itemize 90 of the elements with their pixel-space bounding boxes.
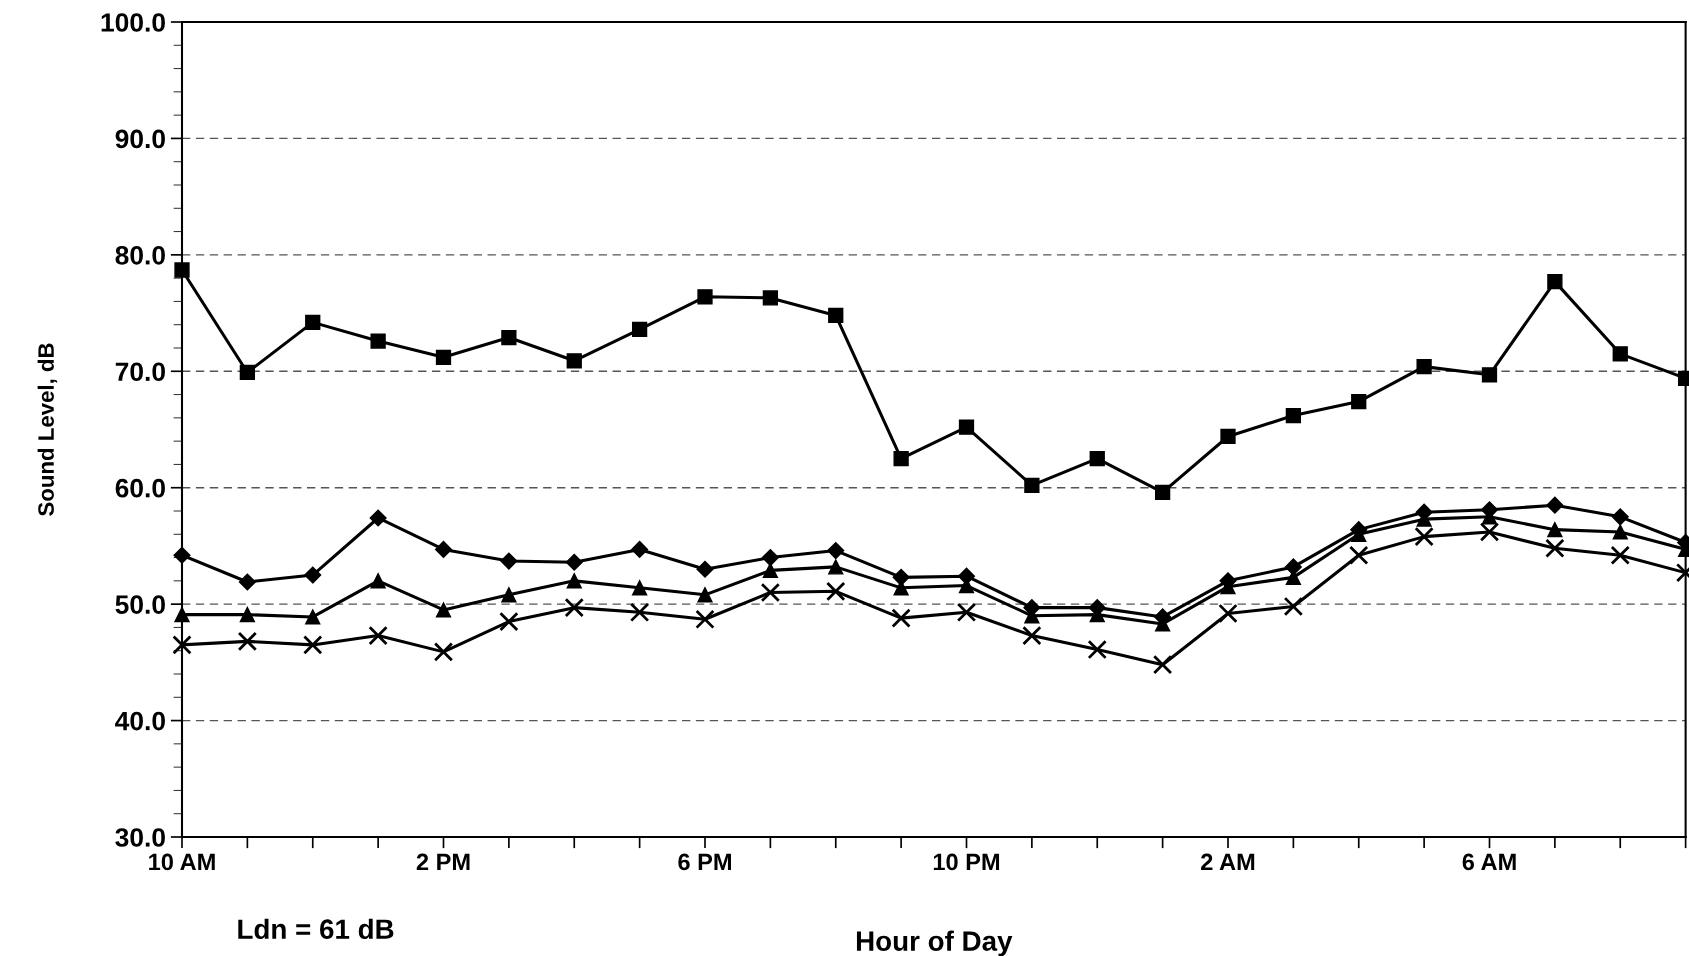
point (1089, 450, 1105, 467)
point (566, 573, 582, 589)
point (1218, 603, 1238, 624)
point (564, 597, 584, 618)
point (1283, 596, 1304, 617)
x-tick-label: 10 PM (933, 853, 1000, 871)
point (1545, 538, 1565, 558)
point (958, 419, 975, 435)
point (174, 606, 190, 623)
x-tick-label: 2 PM (416, 853, 470, 871)
point (1285, 407, 1302, 424)
point (500, 552, 518, 570)
point (433, 642, 454, 662)
point (303, 635, 323, 655)
point (566, 353, 582, 369)
y-tick-label: 80.0 (115, 245, 165, 265)
text: Ldn = 61 dB (238, 918, 394, 940)
point (305, 314, 321, 331)
point (956, 602, 977, 623)
point (696, 560, 714, 578)
point (1284, 558, 1302, 576)
point (305, 609, 321, 625)
point (1612, 346, 1628, 362)
point (828, 559, 844, 575)
point (695, 609, 715, 629)
point (1547, 273, 1563, 290)
y-tick-label: 70.0 (115, 362, 165, 382)
point (1547, 521, 1563, 538)
y-tick-label: 50.0 (115, 595, 165, 614)
point (760, 582, 781, 603)
y-tick-label: 30.0 (115, 828, 165, 847)
point (762, 290, 779, 306)
point (697, 289, 713, 305)
point (501, 587, 517, 603)
point (1612, 524, 1628, 540)
point (1611, 508, 1629, 526)
y-tick-label: 90.0 (115, 129, 165, 149)
point (631, 580, 648, 596)
point (1220, 428, 1236, 445)
x-axis-title: Hour of Day (856, 930, 1013, 956)
point (174, 262, 190, 278)
x-tick-label: 10 AM (149, 853, 215, 871)
point (370, 333, 386, 349)
point (1152, 654, 1173, 675)
point (173, 546, 191, 564)
point (239, 364, 256, 381)
point (304, 566, 322, 584)
point (892, 568, 910, 586)
point (370, 573, 386, 589)
point (1154, 484, 1171, 501)
point (697, 587, 713, 603)
point (1349, 545, 1369, 565)
point (629, 602, 650, 623)
point (828, 307, 844, 324)
point (565, 553, 583, 571)
point (1087, 639, 1107, 660)
point (1416, 358, 1432, 375)
point (1351, 393, 1367, 410)
point (237, 631, 258, 652)
point (435, 349, 452, 365)
point (172, 635, 192, 655)
point (1610, 545, 1630, 565)
point (239, 606, 256, 623)
point (1479, 522, 1500, 542)
point (826, 581, 846, 602)
y-tick-label: 40.0 (115, 711, 165, 731)
point (1481, 367, 1498, 383)
y-axis-title: Sound Level, dB (37, 343, 58, 516)
point (238, 573, 256, 591)
point (1546, 496, 1564, 514)
point (434, 540, 453, 558)
point (631, 540, 649, 558)
point (827, 542, 845, 560)
point (501, 329, 517, 346)
point (1414, 526, 1434, 547)
point (499, 611, 519, 632)
point (631, 321, 648, 338)
point (893, 450, 909, 467)
point (891, 608, 911, 628)
y-tick-label: 100.0 (101, 13, 165, 32)
point (1022, 625, 1042, 646)
point (368, 625, 388, 646)
point (369, 509, 387, 527)
point (761, 549, 779, 567)
point (435, 602, 452, 618)
point (1024, 477, 1040, 494)
x-tick-label: 6 PM (678, 853, 731, 871)
x-tick-label: 2 AM (1201, 853, 1255, 871)
x-tick-label: 6 AM (1462, 853, 1516, 871)
y-tick-label: 60.0 (115, 478, 165, 498)
